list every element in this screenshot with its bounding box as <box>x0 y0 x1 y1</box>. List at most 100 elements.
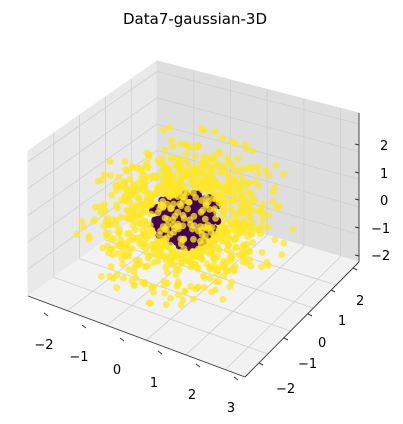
scatter-point <box>207 228 215 236</box>
scatter-point <box>241 164 249 172</box>
y-tick-mark <box>307 313 313 317</box>
scatter-point <box>220 272 228 280</box>
scatter-point <box>142 263 150 271</box>
scatter-point <box>162 263 170 271</box>
scatter-point <box>241 141 249 149</box>
scatter-point <box>236 200 244 208</box>
scatter-point <box>271 236 279 244</box>
scatter-point <box>232 211 240 219</box>
scatter-point <box>200 236 208 244</box>
scatter-point <box>181 193 188 201</box>
scatter-point <box>209 171 217 179</box>
scatter-point <box>192 248 200 256</box>
scatter-point <box>217 169 225 177</box>
scatter-point <box>101 200 108 208</box>
scatter-point <box>222 179 230 186</box>
scatter-point <box>166 193 174 201</box>
scatter-point <box>163 226 170 234</box>
y-tick-label: 1 <box>338 314 346 329</box>
scatter-point <box>99 244 107 252</box>
scatter-point <box>135 179 142 187</box>
scatter-point <box>272 162 280 169</box>
scatter-point <box>147 210 155 218</box>
scatter-point <box>174 291 182 298</box>
y-axis-line <box>244 261 360 378</box>
grid-line <box>156 71 360 125</box>
scatter-point <box>113 271 121 279</box>
x-tick-label: 2 <box>188 388 196 403</box>
scatter-point <box>259 217 266 225</box>
x-tick-label: −1 <box>69 350 88 365</box>
scatter-point <box>122 166 130 173</box>
scatter-point <box>177 140 184 148</box>
scatter-point <box>212 286 219 294</box>
scatter-point <box>166 231 174 238</box>
scatter-point <box>264 223 272 231</box>
scatter-point <box>250 197 258 204</box>
x-axis-line <box>27 295 246 378</box>
scatter-point <box>182 140 190 148</box>
scatter-point <box>107 172 115 179</box>
scatter-point <box>239 241 247 249</box>
scatter-point <box>175 280 182 288</box>
scatter-point <box>122 253 130 260</box>
scatter-point <box>178 252 186 259</box>
grid-line <box>185 245 305 356</box>
scatter-point <box>249 147 257 155</box>
scatter-point <box>145 299 153 307</box>
scatter-point <box>106 272 114 280</box>
z-tick-mark <box>354 171 360 174</box>
scatter-point <box>150 283 158 291</box>
scatter-point <box>189 189 197 197</box>
scatter-point <box>224 186 232 194</box>
scatter-point <box>165 174 172 182</box>
z-tick-mark <box>354 254 360 257</box>
scatter-point <box>240 229 248 237</box>
scatter-point <box>172 271 180 279</box>
grid-line <box>105 239 314 309</box>
x-ticks: −2 −1 0 1 2 3 <box>34 312 239 416</box>
grid-line <box>79 258 291 332</box>
y-tick-mark <box>258 362 264 366</box>
scatter-point <box>114 228 122 236</box>
y-tick-mark <box>352 267 358 271</box>
scatter-point <box>224 154 232 162</box>
scatter-point <box>144 164 152 172</box>
scatter-point <box>231 196 239 204</box>
scatter-point <box>231 167 239 175</box>
scatter-point <box>131 268 138 276</box>
scatter-point <box>177 301 185 309</box>
scatter-point <box>180 215 188 222</box>
z-tick-mark <box>354 226 360 229</box>
grid-lines <box>27 70 360 370</box>
scatter-point <box>269 197 277 205</box>
scatter-point <box>174 155 182 162</box>
scatter-point <box>195 169 203 177</box>
scatter-point <box>114 241 121 249</box>
scatter-point <box>140 187 148 195</box>
scatter-point <box>107 263 115 270</box>
scatter-point <box>265 172 272 179</box>
scatter-point <box>86 235 93 243</box>
scatter-point <box>190 236 197 243</box>
scatter-point <box>214 191 222 199</box>
z-tick-mark <box>354 143 360 146</box>
scatter-point <box>119 260 126 268</box>
scatter-point <box>143 173 151 181</box>
scatter-point <box>211 128 219 136</box>
scatter-point <box>213 149 221 157</box>
scatter-point <box>201 274 208 281</box>
scatter-point <box>273 203 281 211</box>
scatter-point <box>119 247 126 255</box>
z-tick-label: 1 <box>380 167 388 182</box>
scatter-point <box>258 263 265 271</box>
scatter-point <box>120 178 128 186</box>
scatter-point <box>206 264 214 271</box>
scatter-point <box>166 123 173 131</box>
z-tick-label: 2 <box>380 139 388 154</box>
scatter-point <box>153 190 160 198</box>
scatter-point <box>232 244 240 252</box>
scatter-point <box>185 199 193 206</box>
scatter-point <box>126 229 133 237</box>
scatter-point <box>264 211 272 219</box>
